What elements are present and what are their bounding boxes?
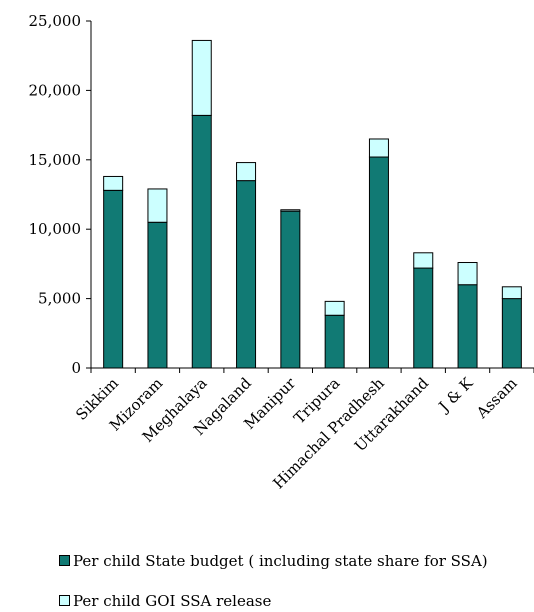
bar-goi-ssa xyxy=(325,301,344,315)
bar-goi-ssa xyxy=(237,163,256,181)
bar-state-budget xyxy=(414,268,433,368)
bar-goi-ssa xyxy=(502,287,521,299)
y-tick-label: 10,000 xyxy=(29,220,82,238)
bar-state-budget xyxy=(104,190,123,368)
bar-state-budget xyxy=(325,315,344,368)
bar-goi-ssa xyxy=(369,139,388,157)
bar-goi-ssa xyxy=(192,40,211,115)
legend-item-state-budget: Per child State budget ( including state… xyxy=(59,552,488,570)
legend-label-goi-ssa: Per child GOI SSA release xyxy=(73,592,271,610)
x-tick-label: Assam xyxy=(472,374,520,422)
bar-state-budget xyxy=(502,299,521,368)
bar-state-budget xyxy=(192,115,211,368)
bar-state-budget xyxy=(369,157,388,368)
y-tick-label: 5,000 xyxy=(38,290,81,308)
x-axis: SikkimMizoramMeghalayaNagalandManipurTri… xyxy=(72,368,534,492)
bars xyxy=(104,40,522,368)
y-tick-label: 25,000 xyxy=(29,12,82,30)
bar-state-budget xyxy=(281,211,300,368)
bar-state-budget xyxy=(237,181,256,368)
bar-goi-ssa xyxy=(458,263,477,285)
bar-state-budget xyxy=(148,222,167,368)
bar-state-budget xyxy=(458,285,477,368)
bar-goi-ssa xyxy=(414,253,433,268)
y-axis: 0 5,000 10,000 15,000 20,000 25,000 xyxy=(29,12,92,377)
y-tick-label: 0 xyxy=(71,359,81,377)
x-tick-label: J & K xyxy=(434,374,477,417)
legend-swatch-state-budget xyxy=(59,555,70,566)
bar-goi-ssa xyxy=(104,176,123,190)
y-tick-label: 20,000 xyxy=(29,81,82,99)
legend-swatch-goi-ssa xyxy=(59,595,70,606)
y-tick-label: 15,000 xyxy=(29,151,82,169)
bar-goi-ssa xyxy=(281,210,300,211)
bar-goi-ssa xyxy=(148,189,167,222)
legend-label-state-budget: Per child State budget ( including state… xyxy=(73,552,488,570)
legend-item-goi-ssa: Per child GOI SSA release xyxy=(59,592,271,610)
